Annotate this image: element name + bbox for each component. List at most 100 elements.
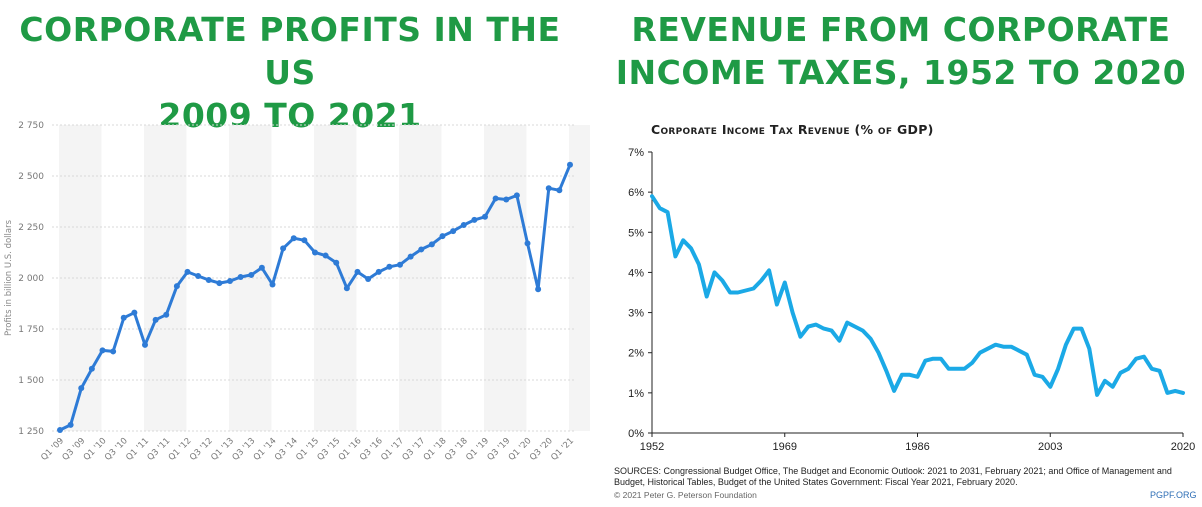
profits-data-point — [67, 421, 74, 428]
chart-sources-note: SOURCES: Congressional Budget Office, Th… — [614, 466, 1172, 487]
x-tick-label: Q3 '16 — [358, 436, 385, 463]
profits-data-point — [173, 283, 180, 290]
profits-data-point — [258, 264, 265, 271]
y-tick-label: 2 250 — [18, 223, 44, 233]
x-tick-label: Q3 '11 — [146, 436, 173, 463]
y-tick-label: 2 000 — [18, 274, 44, 284]
x-tick-label: Q3 '13 — [231, 436, 258, 463]
x-tick-label: Q1 '12 — [167, 436, 194, 463]
profits-data-point — [312, 249, 318, 256]
y-tick-label: 3% — [628, 308, 644, 320]
profits-data-point — [269, 281, 276, 288]
x-tick-label: Q1 '17 — [379, 436, 406, 463]
profits-data-point — [110, 348, 117, 355]
x-tick-label: Q1 '14 — [252, 436, 279, 463]
profits-data-point — [216, 280, 223, 287]
right-chart-banner: REVENUE FROM CORPORATE INCOME TAXES, 195… — [600, 8, 1202, 94]
profits-data-point — [428, 241, 435, 248]
y-tick-label: 7% — [628, 147, 644, 159]
profits-data-point — [460, 221, 467, 228]
pgpf-brand-link[interactable]: PGPF.ORG — [1150, 490, 1197, 500]
profits-data-point — [195, 272, 202, 279]
y-tick-label: 4% — [628, 267, 644, 279]
profits-data-point — [524, 240, 531, 247]
profits-data-point — [163, 311, 170, 318]
x-tick-label: Q1 '18 — [422, 436, 449, 463]
profits-data-point — [354, 268, 361, 275]
x-tick-label: Q3 '19 — [486, 436, 513, 463]
y-axis-label: Profits in billion U.S. dollars — [4, 219, 14, 336]
profits-data-point — [418, 246, 425, 253]
profits-data-point — [556, 187, 563, 194]
x-tick-label: Q1 '21 — [549, 436, 576, 463]
profits-data-point — [301, 237, 308, 244]
profits-data-point — [386, 263, 393, 270]
y-tick-label: 2 500 — [18, 172, 44, 182]
y-tick-label: 6% — [628, 187, 644, 199]
x-tick-label: Q1 '11 — [124, 436, 151, 463]
copyright-note: © 2021 Peter G. Peterson Foundation — [614, 490, 757, 500]
profits-data-point — [407, 253, 414, 260]
profits-data-point — [375, 268, 382, 275]
x-tick-label: Q3 '20 — [528, 436, 555, 463]
profits-data-point — [248, 271, 255, 278]
profits-data-point — [503, 196, 510, 203]
x-tick-label: Q3 '15 — [316, 436, 343, 463]
profits-data-point — [280, 245, 287, 252]
profits-data-point — [471, 216, 478, 223]
profits-data-point — [152, 316, 159, 323]
x-tick-label: Q1 '13 — [209, 436, 236, 463]
right-banner-line-1: REVENUE FROM CORPORATE — [631, 10, 1171, 49]
profits-data-point — [184, 268, 191, 275]
x-tick-label: Q1 '09 — [39, 436, 66, 463]
x-tick-label: Q3 '09 — [61, 436, 88, 463]
profits-data-point — [545, 185, 552, 192]
x-tick-label: Q1 '15 — [294, 436, 321, 463]
y-tick-label: 1 500 — [18, 376, 44, 386]
year-band — [569, 125, 590, 431]
profits-data-point — [535, 286, 542, 293]
profits-data-point — [397, 261, 403, 268]
y-tick-label: 2 750 — [18, 121, 44, 131]
x-tick-label: 2003 — [1038, 441, 1062, 453]
profits-data-point — [365, 276, 372, 283]
profits-data-point — [99, 347, 106, 354]
profits-data-point — [131, 309, 138, 316]
x-tick-label: Q3 '18 — [443, 436, 470, 463]
left-banner-line-1: CORPORATE PROFITS IN THE US — [19, 10, 561, 92]
x-tick-label: Q1 '20 — [507, 436, 534, 463]
profits-data-point — [290, 235, 297, 242]
profits-data-point — [482, 213, 488, 220]
y-tick-label: 0% — [628, 428, 644, 440]
profits-data-point — [333, 259, 340, 266]
y-tick-label: 1 750 — [18, 325, 44, 335]
y-tick-label: 5% — [628, 227, 644, 239]
x-tick-label: 1952 — [640, 441, 664, 453]
left-banner-line-2: 2009 TO 2021 — [158, 96, 422, 135]
y-tick-label: 1 250 — [18, 427, 44, 437]
right-chart-title: Corporate Income Tax Revenue (% of GDP) — [651, 122, 934, 137]
x-tick-label: Q3 '10 — [103, 436, 130, 463]
profits-data-point — [78, 385, 85, 392]
profits-data-point — [237, 273, 244, 280]
profits-data-point — [120, 314, 127, 321]
x-tick-label: Q1 '16 — [337, 436, 364, 463]
x-tick-label: Q3 '14 — [273, 436, 300, 463]
y-tick-label: 1% — [628, 388, 644, 400]
profits-data-point — [439, 233, 446, 240]
left-chart-banner: CORPORATE PROFITS IN THE US 2009 TO 2021 — [0, 8, 580, 137]
x-tick-label: 1986 — [905, 441, 929, 453]
profits-data-point — [450, 228, 457, 235]
corporate-tax-revenue-chart: 0% 1% 2% 3% 4% 5% 6% 7% 1952 1969 1986 2003 2020 — [628, 147, 1195, 453]
profits-data-point — [492, 195, 499, 202]
profits-data-point — [322, 252, 329, 259]
profits-data-point — [205, 277, 212, 284]
profits-data-point — [343, 285, 350, 292]
x-tick-label: Q3 '17 — [401, 436, 428, 463]
x-tick-label: Q1 '10 — [82, 436, 109, 463]
profits-data-point — [227, 278, 233, 285]
profits-data-point — [142, 341, 148, 348]
profits-data-point — [88, 365, 95, 372]
profits-data-point — [513, 192, 520, 199]
right-banner-line-2: INCOME TAXES, 1952 TO 2020 — [615, 53, 1187, 92]
